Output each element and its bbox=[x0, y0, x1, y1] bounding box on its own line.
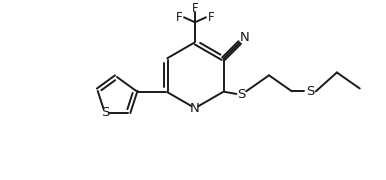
Text: F: F bbox=[208, 11, 214, 24]
Text: S: S bbox=[101, 106, 109, 119]
Text: F: F bbox=[192, 2, 198, 15]
Text: S: S bbox=[237, 88, 245, 101]
Text: F: F bbox=[176, 11, 182, 24]
Text: N: N bbox=[240, 31, 250, 44]
Text: S: S bbox=[306, 85, 314, 98]
Text: N: N bbox=[190, 102, 200, 115]
